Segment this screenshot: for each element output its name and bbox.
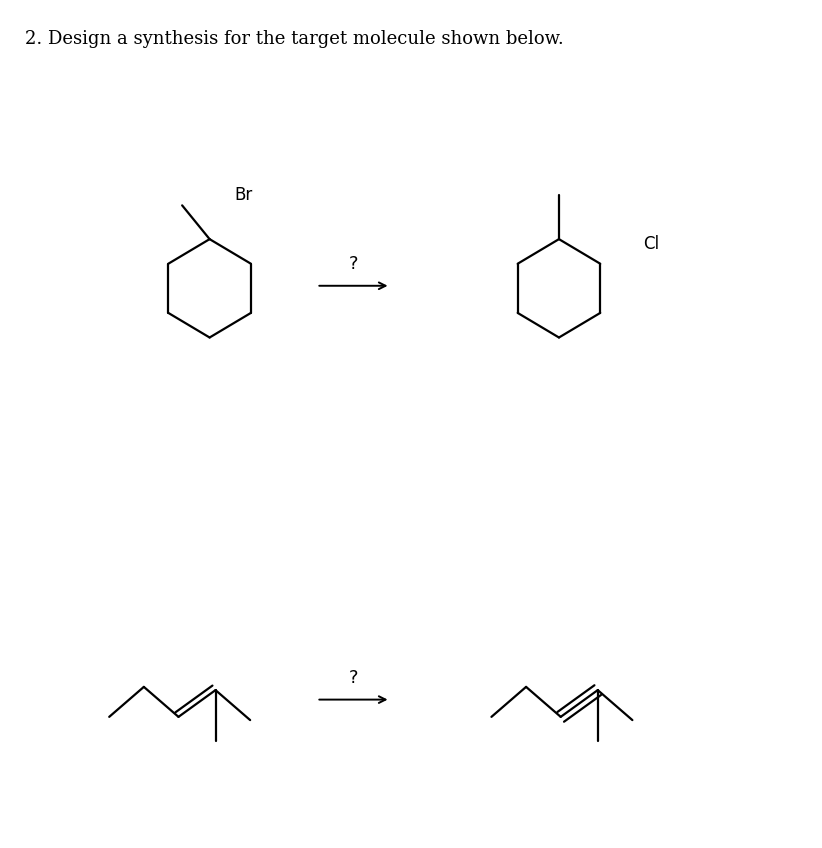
Text: ?: ? bbox=[349, 255, 358, 273]
Text: 2. Design a synthesis for the target molecule shown below.: 2. Design a synthesis for the target mol… bbox=[25, 30, 563, 47]
Text: ?: ? bbox=[349, 669, 358, 687]
Text: Cl: Cl bbox=[643, 235, 659, 253]
Text: Br: Br bbox=[235, 186, 253, 204]
